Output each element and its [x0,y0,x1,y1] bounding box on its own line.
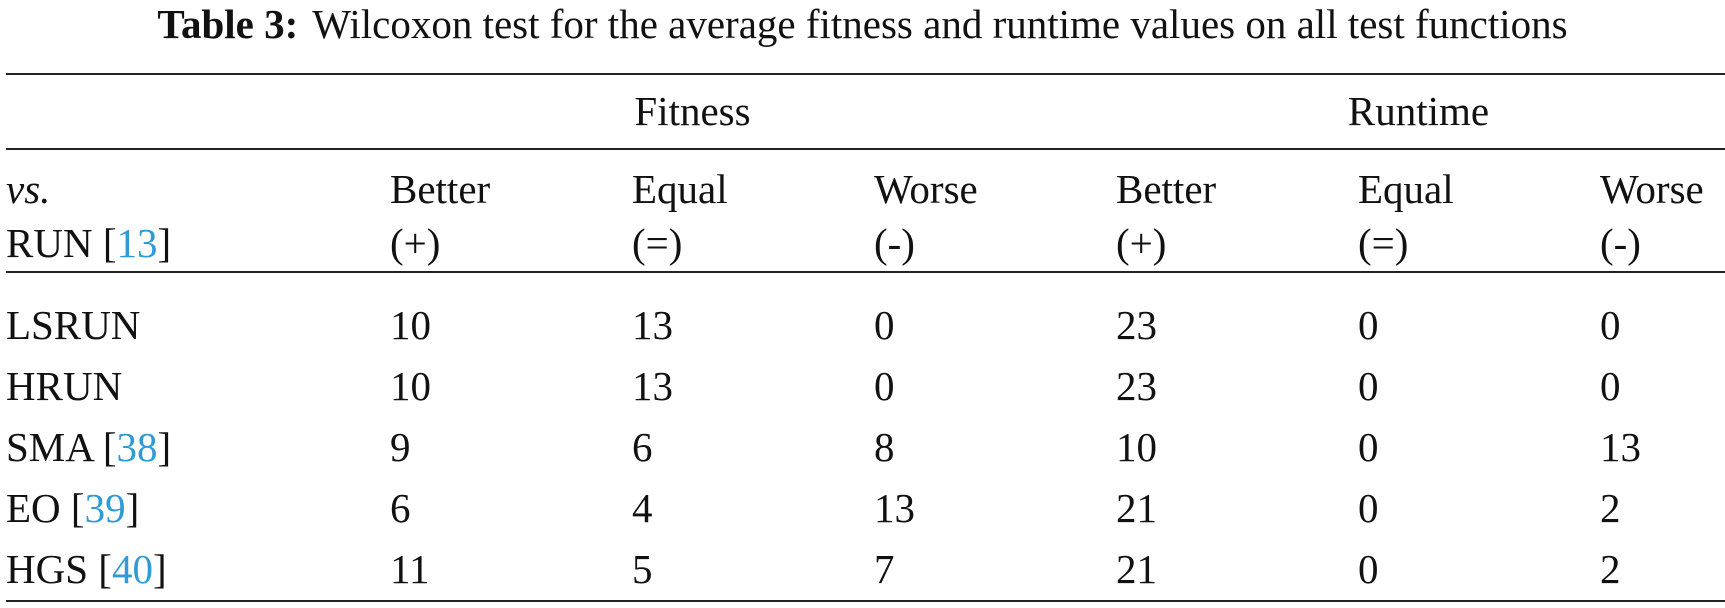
label-end: ] [152,546,167,592]
caption-label: Table 3: [157,1,299,47]
column-header: Worse [874,166,978,212]
group-rule [6,148,1725,150]
cell-value: 5 [632,546,653,592]
cell-value: 21 [1116,546,1157,592]
citation: 13 [116,220,158,266]
cell-value: 4 [632,485,653,531]
row-label: EO [39] [6,483,139,533]
row-label: SMA [38] [6,422,171,472]
cell-value: 6 [390,485,411,531]
corner-vs: vs. [6,166,51,212]
cell-value: 6 [632,424,653,470]
column-header: Equal [632,166,728,212]
cell-value: 13 [632,302,673,348]
cell-value: 0 [1600,363,1621,409]
cell-value: 10 [390,363,431,409]
cell-value: 8 [874,424,895,470]
cell-value: 7 [874,546,895,592]
label-end: ] [157,220,172,266]
cell-value: 0 [1358,424,1379,470]
cell-value: 23 [1116,302,1157,348]
cell-value: 0 [1358,363,1379,409]
citation: 39 [84,485,126,531]
cell-value: 0 [874,363,895,409]
group-header: Fitness [634,88,751,134]
cell-value: 13 [874,485,915,531]
label-text: HGS [ [6,546,112,592]
column-header: Better [1116,166,1217,212]
row-label: LSRUN [6,300,140,350]
label-text: LSRUN [6,302,141,348]
header-rule [6,271,1725,273]
label-text: HRUN [6,363,123,409]
cell-value: 2 [1600,546,1621,592]
caption-text: Wilcoxon test for the average fitness an… [312,1,1568,47]
corner-reference: RUN [13] [6,218,171,268]
citation: 40 [111,546,153,592]
label-text: SMA [ [6,424,117,470]
cell-value: 0 [1358,485,1379,531]
column-sign: (-) [1600,220,1641,266]
cell-value: 10 [390,302,431,348]
column-header: Better [390,166,491,212]
group-header: Runtime [1347,88,1490,134]
label-end: ] [125,485,140,531]
cell-value: 23 [1116,363,1157,409]
label-text: EO [ [6,485,85,531]
column-header: Equal [1358,166,1454,212]
row-label: HGS [40] [6,544,167,594]
caption: Table 3: Wilcoxon test for the average fi… [0,0,1725,48]
corner-label: vs. [6,164,50,214]
bottom-rule [6,600,1725,602]
cell-value: 10 [1116,424,1157,470]
column-sign: (=) [1358,220,1409,266]
citation: 38 [116,424,158,470]
cell-value: 21 [1116,485,1157,531]
column-sign: (=) [632,220,683,266]
label-text: RUN [ [6,220,117,266]
cell-value: 0 [874,302,895,348]
top-rule [6,73,1725,75]
cell-value: 11 [390,546,430,592]
label-end: ] [157,424,172,470]
cell-value: 13 [632,363,673,409]
column-sign: (-) [874,220,915,266]
row-label: HRUN [6,361,122,411]
column-sign: (+) [1116,220,1167,266]
cell-value: 9 [390,424,411,470]
column-sign: (+) [390,220,441,266]
cell-value: 0 [1358,302,1379,348]
cell-value: 2 [1600,485,1621,531]
cell-value: 0 [1600,302,1621,348]
column-header: Worse [1600,166,1704,212]
cell-value: 13 [1600,424,1641,470]
cell-value: 0 [1358,546,1379,592]
